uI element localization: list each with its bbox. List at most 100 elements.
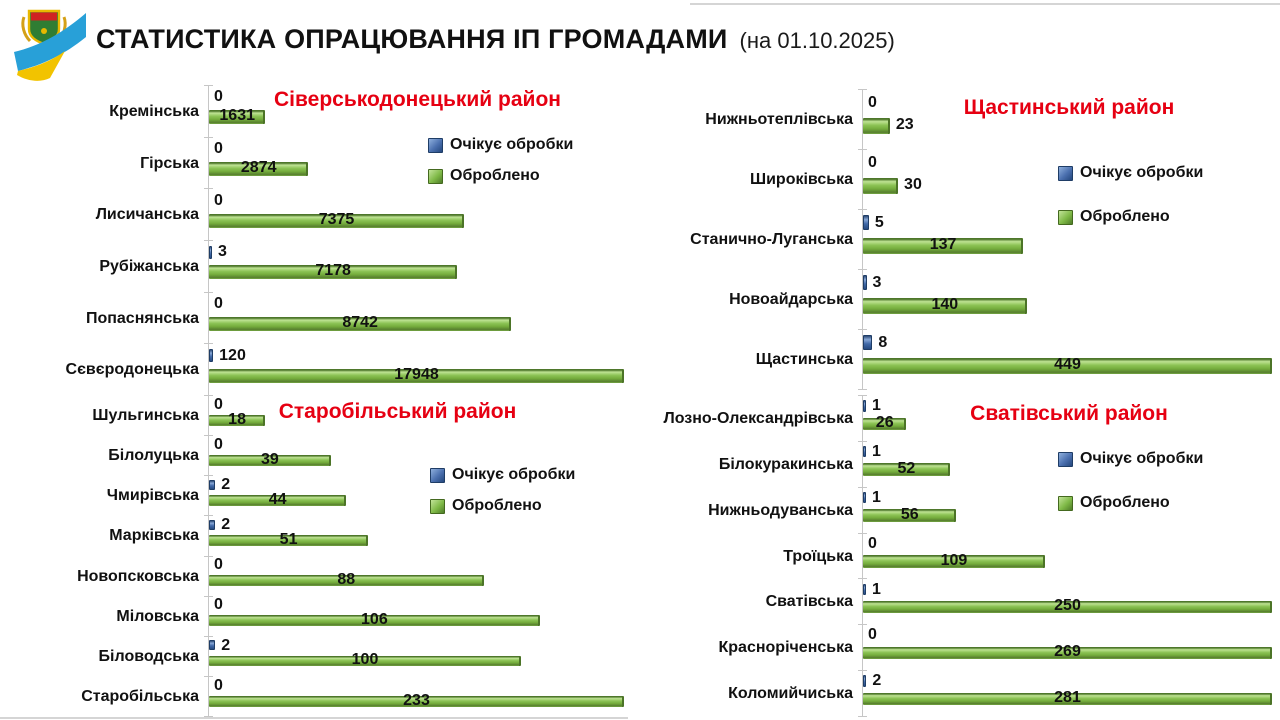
bar-waiting xyxy=(863,491,866,504)
category-label: Марківська xyxy=(109,527,199,545)
legend-item-waiting: Очікує обробки xyxy=(428,136,573,154)
value-processed: 269 xyxy=(1054,643,1081,661)
legend-item-processed: Оброблено xyxy=(1058,208,1203,226)
category-row: Шульгинська 0 18 xyxy=(6,394,624,437)
value-processed: 18 xyxy=(228,410,246,428)
category-row: Красноріченська 0 269 xyxy=(640,624,1272,672)
bar-processed xyxy=(209,615,540,627)
bar-waiting xyxy=(209,519,216,531)
bar-waiting xyxy=(863,583,866,596)
value-processed: 39 xyxy=(260,450,279,468)
category-row: Білокуракинська 1 52 xyxy=(640,440,1272,488)
value-processed: 51 xyxy=(279,531,298,549)
category-plot: 0 8742 xyxy=(204,291,624,345)
value-waiting: 0 xyxy=(868,534,877,552)
category-label: Коломийчиська xyxy=(728,685,853,703)
bar-waiting xyxy=(863,445,866,458)
chart-legend: Очікує обробки Оброблено xyxy=(1058,450,1203,512)
legend-item-processed: Оброблено xyxy=(428,167,573,185)
category-label: Шульгинська xyxy=(92,407,199,425)
value-processed: 109 xyxy=(940,551,968,569)
chart-title: Старобільський район xyxy=(278,400,517,423)
category-row: Марківська 2 51 xyxy=(6,515,624,557)
value-waiting: 0 xyxy=(214,435,223,453)
category-plot: 1 26 xyxy=(858,395,1272,442)
legend-swatch-green-icon xyxy=(428,168,443,184)
value-processed: 2874 xyxy=(240,159,277,177)
value-processed: 140 xyxy=(931,296,959,314)
category-row: Нижньотеплівська 0 23 xyxy=(640,89,1272,150)
category-plot: 2 281 xyxy=(858,670,1272,718)
category-row: Старобільська 0 233 xyxy=(6,675,624,718)
value-processed: 30 xyxy=(904,176,922,194)
bar-waiting xyxy=(209,349,214,362)
bar-waiting xyxy=(209,245,212,259)
category-row: Гірська 0 2874 xyxy=(6,136,624,190)
category-plot: 5 137 xyxy=(858,209,1272,270)
legend-swatch-green-icon xyxy=(430,498,445,514)
chart-title: Щастинський район xyxy=(963,96,1175,119)
value-processed: 23 xyxy=(895,116,914,134)
value-waiting: 2 xyxy=(221,636,231,654)
bar-waiting xyxy=(209,479,216,490)
legend-item-processed: Оброблено xyxy=(1058,494,1203,512)
value-processed: 281 xyxy=(1054,689,1081,707)
value-processed: 26 xyxy=(875,414,894,432)
category-label: Рубіжанська xyxy=(99,257,199,275)
bar-waiting xyxy=(863,675,867,687)
page-title: СТАТИСТИКА ОПРАЦЮВАННЯ ІП ГРОМАДАМИ xyxy=(96,24,728,54)
category-row: Троїцька 0 109 xyxy=(640,532,1272,580)
category-row: Новопсковська 0 88 xyxy=(6,555,624,597)
category-label: Сєвєродонецька xyxy=(65,361,199,379)
legend-swatch-green-icon xyxy=(1058,209,1073,225)
legend-swatch-blue-icon xyxy=(428,137,443,153)
legend-label: Очікує обробки xyxy=(1080,164,1204,181)
ribbon-yellow xyxy=(17,51,65,81)
category-plot: 0 18 xyxy=(204,394,624,437)
legend-label: Очікує обробки xyxy=(452,466,576,483)
category-plot: 0 88 xyxy=(204,555,624,597)
value-processed: 56 xyxy=(900,505,919,523)
bar-processed xyxy=(209,265,458,280)
legend-label: Оброблено xyxy=(452,497,542,514)
category-row: Сєвєродонецька 120 17948 xyxy=(6,343,624,397)
value-waiting: 0 xyxy=(214,596,223,614)
value-processed: 17948 xyxy=(394,365,439,383)
page-subtitle: (на 01.10.2025) xyxy=(739,28,895,53)
category-label: Широківська xyxy=(750,171,853,188)
value-waiting: 1 xyxy=(872,488,881,506)
plot-area: Лозно-Олександрівська 1 26 Білокуракинська 1… xyxy=(640,395,1272,718)
category-plot: 0 233 xyxy=(204,675,624,718)
bar-processed xyxy=(209,213,465,228)
value-waiting: 0 xyxy=(214,191,223,209)
category-plot: 3 140 xyxy=(858,269,1272,330)
bar-waiting xyxy=(209,640,216,651)
legend-label: Оброблено xyxy=(1080,208,1170,225)
bar-processed xyxy=(863,555,1045,568)
luhansk-oblast-logo xyxy=(14,9,86,81)
category-row: Біловодська 2 100 xyxy=(6,635,624,677)
chart-legend: Очікує обробки Оброблено xyxy=(430,466,575,515)
value-waiting: 2 xyxy=(221,516,231,534)
category-label: Старобільська xyxy=(81,687,199,705)
legend-swatch-green-icon xyxy=(1058,495,1073,511)
bar-processed xyxy=(209,414,266,426)
category-row: Кремінська 0 1631 xyxy=(6,85,624,138)
bar-processed xyxy=(209,535,369,547)
category-plot: 1 250 xyxy=(858,578,1272,626)
bar-processed xyxy=(863,178,899,195)
value-waiting: 1 xyxy=(872,580,881,598)
category-label: Гірська xyxy=(140,154,199,172)
value-waiting: 8 xyxy=(878,334,888,352)
value-processed: 233 xyxy=(403,691,430,709)
category-row: Нижньодуванська 1 56 xyxy=(640,486,1272,534)
chart-sieverodonetskyi-raion: Кремінська 0 1631 Гірська 0 2874 Лисичанська 0 7… xyxy=(6,85,624,397)
category-plot: 0 2874 xyxy=(204,136,624,190)
value-processed: 449 xyxy=(1054,356,1081,374)
ribbon-blue xyxy=(14,13,86,71)
chart-title: Сіверськодонецький район xyxy=(274,88,561,111)
value-processed: 52 xyxy=(897,459,916,477)
legend-swatch-blue-icon xyxy=(1058,165,1073,181)
bar-processed xyxy=(863,463,950,476)
category-row: Білолуцька 0 39 xyxy=(6,435,624,477)
